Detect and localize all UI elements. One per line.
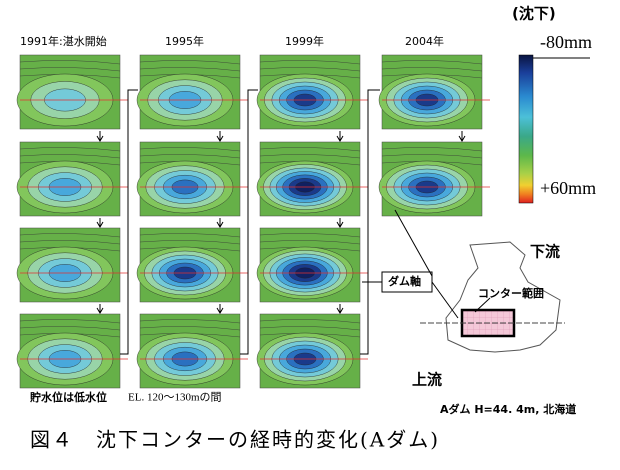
arrow — [96, 218, 104, 228]
scale-bottom: +60mm — [540, 178, 596, 198]
contour-line — [19, 147, 121, 152]
contour-line — [381, 60, 483, 65]
caption: 図４ 沈下コンターの経時的変化(Aダム) — [30, 428, 440, 452]
contour-line — [139, 67, 241, 72]
contour-line — [139, 326, 241, 331]
contour-line — [381, 67, 483, 72]
upstream-label: 上流 — [412, 371, 442, 389]
contour-range-label: コンター範囲 — [478, 286, 544, 300]
contour-line — [19, 154, 121, 159]
downstream-label: 下流 — [530, 243, 560, 261]
water-level-note: 貯水位は低水位 — [30, 390, 107, 404]
dam-note: Aダム H=44. 4m, 北海道 — [440, 402, 576, 416]
contour-panels — [16, 54, 490, 389]
column-title: 1995年 — [165, 34, 204, 48]
contour-line — [259, 319, 361, 324]
contour-line — [19, 319, 121, 324]
arrow — [216, 131, 224, 142]
colorbar — [518, 54, 534, 204]
arrow — [336, 131, 344, 142]
column-title: 1999年 — [285, 34, 324, 48]
arrow — [216, 218, 224, 228]
elevation-note: EL. 120～130mの間 — [128, 391, 222, 404]
arrow — [216, 304, 224, 314]
arrow — [336, 304, 344, 314]
contour-line — [19, 326, 121, 331]
connector — [360, 89, 380, 355]
unit-label: (沈下) — [512, 5, 556, 23]
arrow — [96, 131, 104, 142]
contour-line — [19, 233, 121, 238]
arrow — [336, 218, 344, 228]
contour-line — [139, 319, 241, 324]
arrow — [96, 304, 104, 314]
contour-line — [139, 233, 241, 238]
contour-line — [139, 240, 241, 245]
dam-sketch — [420, 241, 565, 353]
contour-line — [259, 67, 361, 72]
connector — [240, 89, 258, 355]
column-title: 1991年:湛水開始 — [20, 34, 107, 48]
contour-line — [139, 154, 241, 159]
contour-line — [259, 240, 361, 245]
contour-line — [19, 67, 121, 72]
column-title: 2004年 — [405, 34, 444, 48]
contour-line — [19, 60, 121, 65]
contour-line — [19, 240, 121, 245]
contour-line — [381, 154, 483, 159]
dam-axis-leader — [431, 281, 459, 319]
arrow — [458, 131, 466, 142]
contour-line — [381, 147, 483, 152]
contour-line — [259, 147, 361, 152]
contour-line — [259, 326, 361, 331]
contour-line — [259, 154, 361, 159]
dam-axis-label: ダム軸 — [388, 274, 421, 288]
contour-line — [259, 233, 361, 238]
connector — [120, 89, 138, 355]
contour-line — [259, 60, 361, 65]
contour-line — [139, 60, 241, 65]
scale-top: -80mm — [540, 32, 592, 52]
contour-line — [139, 147, 241, 152]
dam-axis-leader — [394, 209, 433, 277]
